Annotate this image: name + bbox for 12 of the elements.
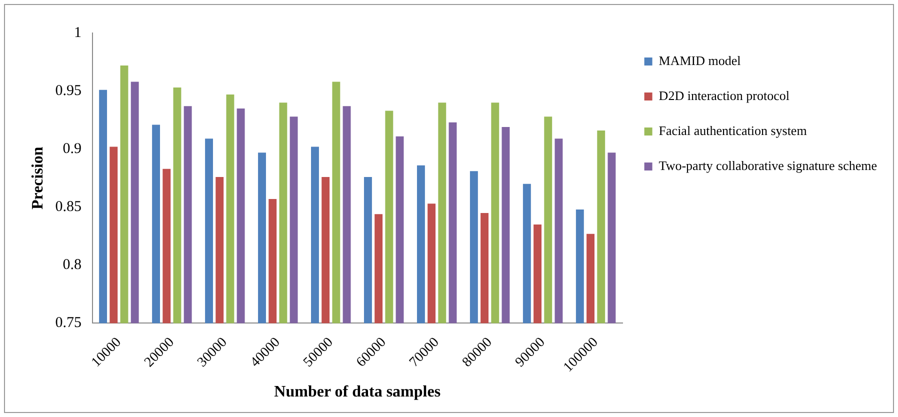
- y-tick-label: 1: [74, 24, 82, 41]
- y-axis-title: Precision: [30, 146, 47, 210]
- y-tick-label: 0.9: [62, 141, 82, 158]
- y-tick-label: 0.85: [55, 199, 82, 216]
- x-axis-title: Number of data samples: [274, 384, 441, 401]
- legend-label: MAMID model: [658, 52, 742, 68]
- y-tick-label: 0.8: [62, 257, 82, 274]
- y-tick-label: 0.95: [55, 82, 82, 99]
- y-tick-label: 0.75: [55, 315, 82, 332]
- legend-label: Two-party collaborative signature scheme: [658, 158, 878, 173]
- legend-label: Facial authentication system: [658, 122, 807, 138]
- legend-label: D2D interaction protocol: [658, 88, 790, 103]
